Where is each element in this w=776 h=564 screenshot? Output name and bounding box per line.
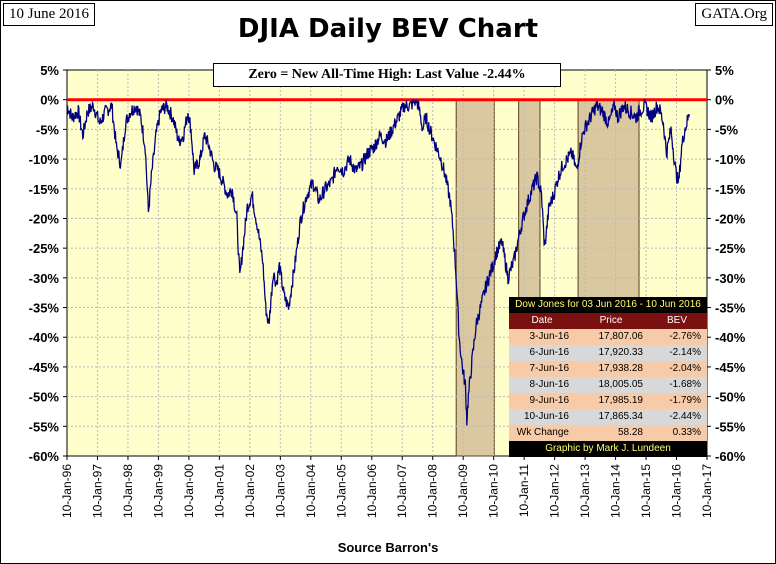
row-price: 17,938.28: [575, 361, 647, 377]
y-tick-label: -20%: [715, 211, 746, 226]
row-date: 3-Jun-16: [509, 329, 575, 345]
y-tick-label: -60%: [715, 449, 746, 464]
row-date: 8-Jun-16: [509, 377, 575, 393]
wk-change-bev: 0.33%: [647, 425, 707, 441]
y-tick-label: -50%: [29, 390, 60, 405]
y-tick-label: -45%: [715, 360, 746, 375]
x-tick-label: 10-Jan-13: [578, 464, 592, 518]
x-tick-label: 10-Jan-09: [456, 464, 470, 518]
row-date: 9-Jun-16: [509, 393, 575, 409]
y-tick-label: -55%: [715, 419, 746, 434]
row-bev: -1.79%: [647, 393, 707, 409]
date-label: 10 June 2016: [3, 3, 95, 26]
wk-change-label: Wk Change: [509, 425, 575, 441]
table-row: 9-Jun-16 17,985.19 -1.79%: [509, 393, 707, 409]
y-tick-label: -35%: [715, 301, 746, 316]
y-tick-label: -45%: [29, 360, 60, 375]
x-tick-label: 10-Jan-12: [548, 464, 562, 518]
y-tick-label: -10%: [29, 152, 60, 167]
y-tick-label: -55%: [29, 419, 60, 434]
y-tick-label: -5%: [36, 122, 60, 137]
y-axis-right: 5% 0% -5% -10% -15% -20% -25% -30% -35% -40% -45% -…: [707, 63, 746, 464]
y-axis-left: 5% 0% -5% -10% -15% -20% -25% -30% -35% -40% -45% -…: [29, 63, 67, 464]
wk-change-row: Wk Change 58.28 0.33%: [509, 425, 707, 441]
y-tick-label: -30%: [715, 271, 746, 286]
y-tick-label: 5%: [40, 63, 59, 78]
header-bev: BEV: [647, 313, 707, 329]
chart-title: DJIA Daily BEV Chart: [237, 14, 539, 44]
y-tick-label: -50%: [715, 390, 746, 405]
y-tick-label: 0%: [40, 93, 59, 108]
y-tick-label: -60%: [29, 449, 60, 464]
x-tick-label: 10-Jan-98: [121, 464, 135, 518]
series-layer: [66, 99, 690, 426]
x-tick-label: 10-Jan-07: [395, 464, 409, 518]
y-tick-label: -40%: [715, 330, 746, 345]
row-price: 17,920.33: [575, 345, 647, 361]
y-tick-label: -40%: [29, 330, 60, 345]
y-tick-label: -35%: [29, 301, 60, 316]
x-tick-label: 10-Jan-14: [609, 464, 623, 518]
x-tick-label: 10-Jan-97: [90, 464, 104, 518]
y-tick-label: -5%: [715, 122, 739, 137]
x-tick-label: 10-Jan-03: [273, 464, 287, 518]
table-row: 10-Jun-16 17,865.34 -2.44%: [509, 409, 707, 425]
wk-change-price: 58.28: [575, 425, 647, 441]
row-price: 18,005.05: [575, 377, 647, 393]
weekly-table: Dow Jones for 03 Jun 2016 - 10 Jun 2016 …: [509, 297, 707, 457]
y-tick-label: 0%: [715, 93, 734, 108]
x-tick-label: 10-Jan-06: [365, 464, 379, 518]
x-axis: 10-Jan-96 10-Jan-97 10-Jan-98 10-Jan-99 10-J…: [60, 456, 714, 518]
y-tick-label: 5%: [715, 63, 734, 78]
y-tick-label: -25%: [715, 241, 746, 256]
y-tick-label: -20%: [29, 211, 60, 226]
x-tick-label: 10-Jan-16: [670, 464, 684, 518]
x-tick-label: 10-Jan-05: [334, 464, 348, 518]
x-tick-label: 10-Jan-01: [212, 464, 226, 518]
table-row: 8-Jun-16 18,005.05 -1.68%: [509, 377, 707, 393]
header-price: Price: [575, 313, 647, 329]
y-tick-label: -25%: [29, 241, 60, 256]
row-price: 17,985.19: [575, 393, 647, 409]
x-tick-label: 10-Jan-17: [700, 464, 714, 518]
bev-series-line: [66, 99, 690, 426]
table-row: 7-Jun-16 17,938.28 -2.04%: [509, 361, 707, 377]
x-tick-label: 10-Jan-00: [182, 464, 196, 518]
row-bev: -2.44%: [647, 409, 707, 425]
chart-annotation: Zero = New All-Time High: Last Value -2.…: [213, 63, 561, 87]
row-bev: -2.76%: [647, 329, 707, 345]
x-tick-label: 10-Jan-02: [243, 464, 257, 518]
x-tick-label: 10-Jan-04: [304, 464, 318, 518]
x-tick-label: 10-Jan-15: [639, 464, 653, 518]
row-price: 17,865.34: [575, 409, 647, 425]
x-tick-label: 10-Jan-96: [60, 464, 74, 518]
header-date: Date: [509, 313, 575, 329]
row-date: 6-Jun-16: [509, 345, 575, 361]
y-tick-label: -15%: [29, 182, 60, 197]
table-credit: Graphic by Mark J. Lundeen: [509, 441, 707, 457]
y-tick-label: -10%: [715, 152, 746, 167]
row-bev: -2.04%: [647, 361, 707, 377]
source-site-label: GATA.Org: [695, 3, 773, 26]
x-tick-label: 10-Jan-10: [487, 464, 501, 518]
x-tick-label: 10-Jan-99: [151, 464, 165, 518]
x-tick-label: 10-Jan-08: [426, 464, 440, 518]
row-date: 7-Jun-16: [509, 361, 575, 377]
row-price: 17,807.06: [575, 329, 647, 345]
row-bev: -2.14%: [647, 345, 707, 361]
y-tick-label: -15%: [715, 182, 746, 197]
y-tick-label: -30%: [29, 271, 60, 286]
row-bev: -1.68%: [647, 377, 707, 393]
table-row: 3-Jun-16 17,807.06 -2.76%: [509, 329, 707, 345]
row-date: 10-Jun-16: [509, 409, 575, 425]
table-row: 6-Jun-16 17,920.33 -2.14%: [509, 345, 707, 361]
x-axis-label: Source Barron's: [337, 540, 439, 555]
x-tick-label: 10-Jan-11: [517, 464, 531, 517]
table-caption: Dow Jones for 03 Jun 2016 - 10 Jun 2016: [509, 297, 707, 313]
